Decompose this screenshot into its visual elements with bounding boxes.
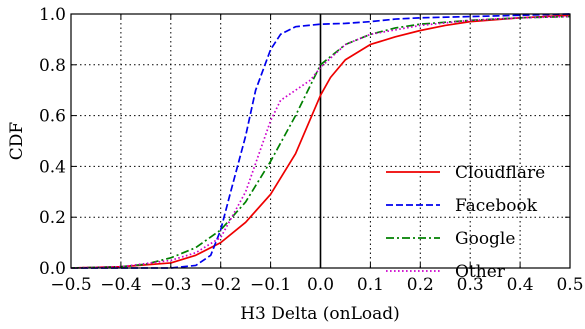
legend-label-other: Other xyxy=(455,262,506,282)
y-tick-label: 0.2 xyxy=(39,208,66,228)
series-line-google xyxy=(70,15,571,269)
y-tick-label: 1.0 xyxy=(39,5,66,25)
x-tick-label: −0.5 xyxy=(50,275,91,295)
legend-label-facebook: Facebook xyxy=(455,196,538,216)
legend: Cloudflare Facebook Google Other xyxy=(386,163,545,282)
y-tick-label: 0.8 xyxy=(39,56,66,76)
y-tick-label: 0.4 xyxy=(39,157,66,177)
x-axis-label: H3 Delta (onLoad) xyxy=(240,304,400,324)
series-line-facebook xyxy=(71,13,571,269)
y-tick-label: 0.0 xyxy=(39,259,66,279)
legend-label-google: Google xyxy=(455,229,515,249)
tick-labels: −0.5 −0.4 −0.3 −0.2 −0.1 0.0 0.1 0.2 0.3 0.4 0.5 0.… xyxy=(39,5,584,295)
y-axis-label: CDF xyxy=(7,122,27,161)
series-line-cloudflare xyxy=(70,14,571,269)
x-tick-label: 0.5 xyxy=(556,275,583,295)
x-tick-label: 0.4 xyxy=(507,275,534,295)
x-tick-label: −0.2 xyxy=(200,275,241,295)
y-tick-label: 0.6 xyxy=(39,107,66,127)
x-tick-label: 0.2 xyxy=(407,275,434,295)
legend-label-cloudflare: Cloudflare xyxy=(455,163,545,183)
series-lines xyxy=(70,13,571,269)
x-tick-label: 0.3 xyxy=(457,275,484,295)
x-tick-label: −0.1 xyxy=(250,275,291,295)
x-tick-label: −0.3 xyxy=(150,275,191,295)
axis-ticks xyxy=(70,13,571,269)
x-tick-label: 0.0 xyxy=(307,275,334,295)
x-tick-label: 0.1 xyxy=(357,275,384,295)
x-tick-label: −0.4 xyxy=(100,275,141,295)
grid xyxy=(71,14,570,268)
